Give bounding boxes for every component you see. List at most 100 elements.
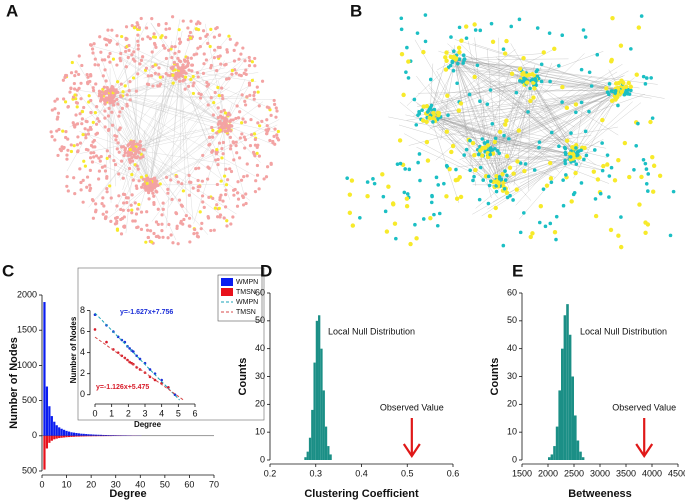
node <box>541 187 546 191</box>
node <box>253 154 257 158</box>
node <box>183 75 188 79</box>
node <box>276 129 280 134</box>
edge <box>485 79 531 157</box>
node <box>95 105 99 109</box>
node <box>490 39 496 45</box>
y-tick-label: 4 <box>80 347 85 357</box>
node <box>117 172 121 176</box>
node <box>264 175 269 179</box>
node <box>500 172 505 177</box>
edge <box>475 89 621 209</box>
node <box>503 178 508 182</box>
node <box>96 63 101 67</box>
edge <box>454 53 544 61</box>
node <box>225 219 229 223</box>
node <box>119 217 123 222</box>
node <box>245 174 249 178</box>
node <box>221 140 225 145</box>
x-tick-label: 0.4 <box>355 468 368 478</box>
node <box>350 223 356 228</box>
node <box>464 36 469 40</box>
node <box>561 178 565 182</box>
node <box>629 47 633 51</box>
annotation: Local Null Distribution <box>328 326 415 336</box>
node <box>548 176 554 181</box>
node <box>576 153 580 157</box>
node <box>79 81 83 85</box>
x-tick-label: 30 <box>111 479 121 489</box>
node <box>473 167 478 173</box>
bar <box>72 432 76 436</box>
node <box>243 138 248 142</box>
node <box>528 234 533 240</box>
edge <box>574 100 602 156</box>
node <box>103 169 108 173</box>
node <box>616 158 621 163</box>
node <box>420 118 426 123</box>
network-a <box>49 15 281 246</box>
node <box>444 58 449 63</box>
node <box>136 39 140 43</box>
node <box>99 154 103 159</box>
node <box>103 37 107 41</box>
node <box>232 158 236 162</box>
node <box>179 221 183 225</box>
node <box>234 140 238 144</box>
node <box>104 215 108 219</box>
hist-bar <box>315 320 319 460</box>
node <box>186 63 190 67</box>
node <box>650 154 655 160</box>
node <box>187 68 191 72</box>
node <box>187 173 191 177</box>
node <box>189 56 193 60</box>
edge <box>528 79 531 191</box>
node <box>98 35 102 39</box>
node <box>518 161 523 165</box>
node <box>420 108 424 112</box>
edge <box>461 135 576 156</box>
point <box>167 386 170 389</box>
node <box>124 25 129 29</box>
node <box>76 149 80 153</box>
node <box>448 63 453 68</box>
node <box>134 212 139 216</box>
node <box>145 210 149 214</box>
edge <box>499 62 553 186</box>
node <box>483 145 488 150</box>
node <box>137 202 141 207</box>
node <box>244 68 248 72</box>
bar <box>97 434 100 436</box>
node <box>632 167 636 172</box>
node <box>194 167 198 171</box>
node <box>229 129 233 133</box>
node <box>212 100 216 105</box>
node <box>252 132 257 136</box>
node <box>88 168 92 172</box>
node <box>138 156 142 160</box>
node <box>473 28 478 32</box>
hist-bar <box>574 415 577 460</box>
node <box>447 166 452 172</box>
node <box>186 84 191 88</box>
node <box>91 140 95 144</box>
node <box>574 110 578 115</box>
bar <box>109 435 112 436</box>
node <box>421 49 426 55</box>
node <box>88 156 93 160</box>
edge <box>429 99 619 116</box>
node <box>133 59 137 63</box>
node <box>120 106 124 110</box>
node <box>150 17 154 21</box>
node <box>116 102 120 106</box>
node <box>130 24 134 28</box>
edge <box>149 41 172 186</box>
node <box>492 139 497 145</box>
y-tick-label: 1500 <box>17 325 37 335</box>
bar <box>90 434 93 436</box>
edge <box>143 130 151 186</box>
y-tick-label: 0 <box>80 389 85 399</box>
node <box>152 35 156 39</box>
node <box>64 73 69 78</box>
node <box>139 227 144 231</box>
node <box>232 59 237 63</box>
